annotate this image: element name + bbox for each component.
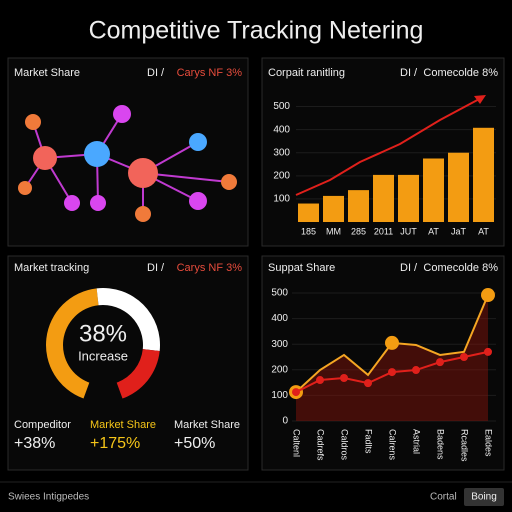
point: [340, 373, 348, 382]
bar: [373, 174, 394, 222]
panel-meta: DI /: [147, 67, 165, 79]
y-tick-label: 200: [271, 364, 288, 375]
x-tick-label: MM: [326, 226, 341, 236]
panel-meta: Comecolde 8%: [423, 67, 498, 79]
bar: [398, 174, 419, 222]
y-tick-label: 0: [282, 416, 288, 427]
panel-title: Suppat Share: [268, 262, 335, 274]
footer-button[interactable]: [464, 488, 504, 506]
donut-segment: [46, 288, 99, 399]
x-tick-label: Caldros: [340, 429, 350, 461]
footer-button-label[interactable]: Boing: [471, 492, 497, 503]
y-tick-label: 100: [273, 194, 290, 205]
point: [481, 288, 495, 303]
y-tick-label: 300: [273, 147, 290, 158]
x-tick-label: Cadrefs: [316, 429, 326, 461]
kpi-label: Market Share: [90, 419, 156, 431]
bar: [448, 152, 469, 222]
kpi-value: +175%: [90, 435, 140, 452]
kpi-value: +50%: [174, 435, 215, 452]
bar: [473, 127, 494, 222]
footer-text: Swiees Intigpedes: [8, 492, 89, 503]
y-tick-label: 400: [271, 313, 288, 324]
kpi-label: Market Share: [174, 419, 240, 431]
bar: [348, 190, 369, 222]
x-tick-label: 185: [301, 226, 316, 236]
point: [484, 347, 492, 356]
point: [316, 376, 324, 385]
x-tick-label: JaT: [451, 226, 467, 236]
kpi-value: +38%: [14, 435, 55, 452]
bar: [298, 203, 319, 222]
y-tick-label: 100: [271, 390, 288, 401]
footer-text: Cortal: [430, 492, 457, 503]
x-tick-label: Caltenl: [292, 429, 302, 457]
panel-title: Corpait ranitling: [268, 67, 345, 79]
y-tick-label: 500: [271, 288, 288, 299]
kpi-label: Compeditor: [14, 419, 71, 431]
donut-segment: [96, 288, 161, 351]
panel-title: Market Share: [14, 67, 80, 79]
panel: [7, 255, 249, 471]
point: [388, 368, 396, 377]
trend-arrow: [295, 95, 486, 196]
panel-meta: DI /: [400, 67, 418, 79]
y-tick-label: 300: [271, 339, 288, 350]
x-tick-label: AT: [428, 226, 439, 236]
x-tick-label: Badens: [436, 429, 446, 460]
x-tick-label: Calrens: [388, 429, 398, 461]
panel-meta: Carys NF 3%: [177, 262, 243, 274]
panel-title: Market tracking: [14, 262, 89, 274]
panel-meta: Comecolde 8%: [423, 262, 498, 274]
y-tick-label: 200: [273, 170, 290, 181]
kpis: Compeditor +38% Market Share +175% Marke…: [14, 419, 240, 452]
x-tick-label: AT: [478, 226, 489, 236]
title: Competitive Tracking Netering: [89, 17, 424, 45]
point: [292, 388, 300, 397]
panel-meta: DI /: [147, 262, 165, 274]
point: [436, 358, 444, 367]
y-tick-label: 400: [273, 124, 290, 135]
panel-meta: Carys NF 3%: [177, 67, 243, 79]
point: [385, 335, 399, 350]
x-tick-label: Rcadles: [460, 429, 470, 462]
network: [18, 105, 237, 222]
x-tick-label: JUT: [400, 226, 417, 236]
x-tick-label: 285: [351, 226, 366, 236]
x-tick-label: Ealdes: [484, 429, 494, 457]
area: [296, 295, 488, 421]
x-tick-label: Astrial: [412, 429, 422, 454]
point: [460, 353, 468, 361]
donut-segment: [116, 349, 160, 399]
bar: [423, 158, 444, 222]
donut-sub: Increase: [78, 348, 128, 363]
x-tick-label: Fadlts: [364, 429, 374, 454]
x-tick-label: 2011: [374, 226, 393, 236]
bar: [323, 195, 344, 222]
point: [364, 379, 372, 388]
panel-meta: DI /: [400, 262, 418, 274]
panel: [261, 255, 505, 471]
donut-label: 38%: [79, 320, 127, 347]
y-tick-label: 500: [273, 101, 290, 112]
panel-headers: Market Share DI / Carys NF 3% Corpait ra…: [14, 67, 498, 274]
point: [412, 366, 420, 375]
